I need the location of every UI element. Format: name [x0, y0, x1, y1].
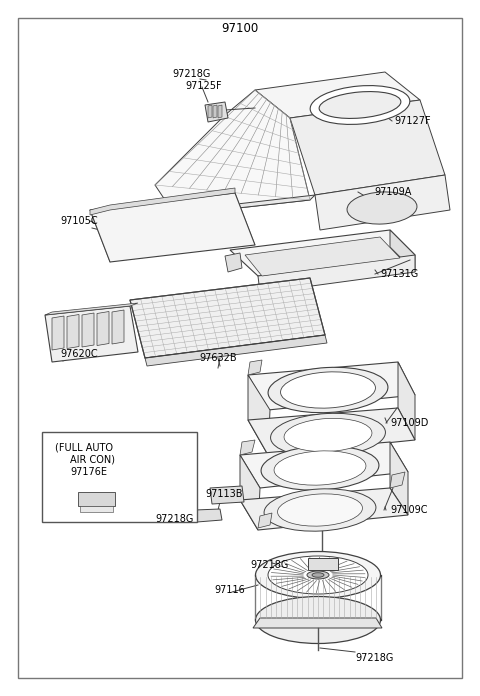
- Ellipse shape: [264, 489, 376, 531]
- Bar: [42, 432, 197, 522]
- Polygon shape: [258, 513, 272, 528]
- Polygon shape: [240, 440, 255, 455]
- Ellipse shape: [280, 372, 375, 408]
- Polygon shape: [315, 175, 450, 230]
- Polygon shape: [80, 506, 113, 512]
- Polygon shape: [90, 193, 255, 262]
- Polygon shape: [248, 408, 415, 455]
- Polygon shape: [255, 72, 420, 118]
- Text: 97127F: 97127F: [394, 116, 431, 126]
- Polygon shape: [240, 442, 408, 488]
- Polygon shape: [213, 105, 217, 118]
- Ellipse shape: [310, 86, 410, 125]
- Text: 97218G: 97218G: [156, 514, 194, 524]
- Text: (FULL AUTO: (FULL AUTO: [55, 443, 113, 453]
- Text: 97218G: 97218G: [173, 69, 211, 79]
- Polygon shape: [245, 237, 400, 276]
- Polygon shape: [230, 230, 415, 276]
- Ellipse shape: [268, 367, 388, 413]
- Ellipse shape: [261, 446, 379, 490]
- Polygon shape: [248, 362, 415, 410]
- Polygon shape: [218, 105, 222, 118]
- Polygon shape: [390, 442, 408, 515]
- Text: 97100: 97100: [221, 22, 259, 35]
- Polygon shape: [90, 188, 235, 215]
- Polygon shape: [45, 303, 138, 315]
- Text: AIR CON): AIR CON): [70, 455, 115, 465]
- Polygon shape: [97, 312, 109, 345]
- Ellipse shape: [307, 571, 329, 579]
- Polygon shape: [225, 253, 242, 272]
- Text: 97131G: 97131G: [380, 269, 418, 279]
- Polygon shape: [390, 472, 405, 488]
- Ellipse shape: [255, 551, 381, 599]
- Polygon shape: [205, 102, 228, 122]
- Ellipse shape: [274, 451, 366, 485]
- Polygon shape: [253, 618, 382, 628]
- Ellipse shape: [271, 413, 385, 457]
- Ellipse shape: [319, 92, 401, 118]
- Polygon shape: [240, 455, 260, 530]
- Text: 97116: 97116: [215, 585, 245, 595]
- Text: 97109A: 97109A: [374, 187, 411, 197]
- Polygon shape: [290, 100, 445, 195]
- Polygon shape: [398, 362, 415, 440]
- Text: 97620C: 97620C: [60, 349, 97, 359]
- Polygon shape: [240, 488, 408, 530]
- Polygon shape: [210, 486, 244, 504]
- Text: 97218G: 97218G: [251, 560, 289, 570]
- Ellipse shape: [312, 573, 324, 577]
- Polygon shape: [248, 360, 262, 375]
- Polygon shape: [67, 315, 79, 349]
- Text: 97218G: 97218G: [355, 653, 394, 663]
- Ellipse shape: [255, 596, 381, 644]
- Polygon shape: [195, 509, 222, 522]
- Polygon shape: [82, 313, 94, 347]
- Text: 97632B: 97632B: [199, 353, 237, 363]
- Polygon shape: [112, 310, 124, 344]
- Polygon shape: [208, 105, 212, 118]
- Polygon shape: [52, 316, 64, 350]
- Polygon shape: [145, 335, 327, 366]
- Ellipse shape: [347, 192, 417, 224]
- Polygon shape: [308, 558, 338, 570]
- Ellipse shape: [277, 494, 362, 526]
- Polygon shape: [78, 492, 115, 506]
- Polygon shape: [248, 375, 270, 455]
- Polygon shape: [258, 255, 415, 293]
- Text: 97109D: 97109D: [390, 418, 428, 428]
- Polygon shape: [130, 278, 325, 358]
- Ellipse shape: [268, 556, 368, 594]
- Polygon shape: [45, 306, 138, 362]
- Text: 97105C: 97105C: [60, 216, 97, 226]
- Text: 97113B: 97113B: [205, 489, 242, 499]
- Text: 97125F: 97125F: [186, 81, 222, 91]
- Text: 97176E: 97176E: [70, 467, 107, 477]
- Polygon shape: [390, 230, 415, 272]
- Polygon shape: [155, 90, 310, 215]
- Text: 97109C: 97109C: [390, 505, 428, 515]
- Polygon shape: [175, 195, 315, 215]
- Ellipse shape: [284, 418, 372, 452]
